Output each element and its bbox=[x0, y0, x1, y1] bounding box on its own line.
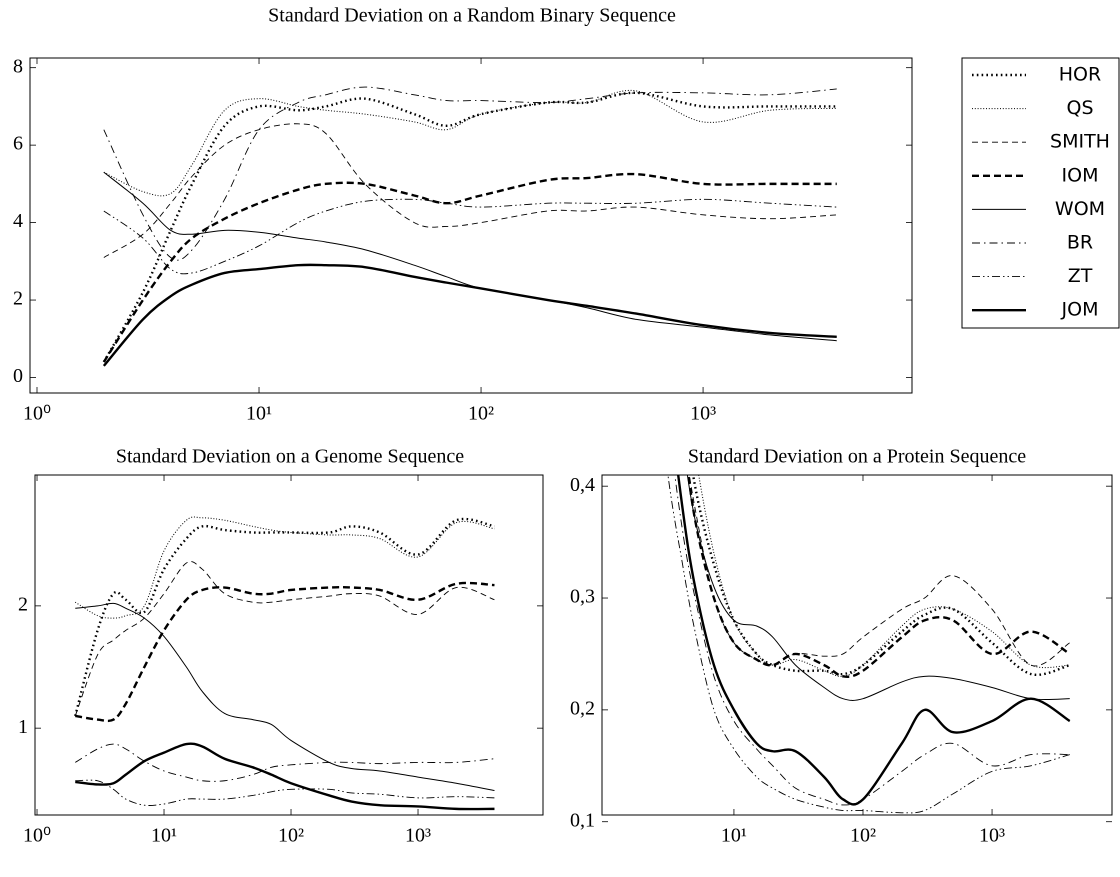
series-line bbox=[74, 561, 495, 717]
plot-frame bbox=[601, 474, 1113, 816]
plot-lines bbox=[74, 516, 495, 811]
series-line bbox=[698, 475, 1070, 677]
x-tick-label: 10¹ bbox=[246, 403, 272, 425]
series-line bbox=[102, 91, 837, 363]
legend-label: JOM bbox=[1061, 299, 1099, 321]
series-line bbox=[103, 171, 837, 342]
series-line bbox=[75, 743, 495, 782]
series-line bbox=[676, 475, 1071, 806]
legend-label: QS bbox=[1066, 97, 1093, 119]
y-tick-label: 8 bbox=[13, 55, 23, 77]
plot-lines bbox=[102, 86, 837, 367]
chart-title: Standard Deviation on a Protein Sequence bbox=[688, 446, 1026, 468]
x-tick-label: 10² bbox=[278, 825, 304, 847]
x-tick-label: 10¹ bbox=[721, 825, 747, 847]
y-tick-label: 4 bbox=[13, 210, 23, 232]
y-tick-label: 0 bbox=[13, 365, 23, 387]
plot-frame bbox=[29, 57, 913, 394]
chart-title: Standard Deviation on a Random Binary Se… bbox=[268, 5, 676, 27]
y-tick-label: 0,2 bbox=[570, 697, 595, 719]
legend-label: HOR bbox=[1059, 64, 1101, 86]
y-tick-label: 0,3 bbox=[570, 586, 595, 608]
series-line bbox=[667, 475, 1070, 814]
series-line bbox=[674, 475, 1070, 806]
y-tick-label: 2 bbox=[13, 288, 23, 310]
series-line bbox=[687, 475, 1071, 678]
series-line bbox=[103, 86, 837, 261]
x-tick-label: 10³ bbox=[979, 825, 1005, 847]
x-tick-label: 10¹ bbox=[151, 825, 177, 847]
x-tick-label: 10³ bbox=[690, 403, 716, 425]
series-line bbox=[103, 123, 837, 258]
series-line bbox=[102, 172, 837, 363]
legend-label: SMITH bbox=[1050, 131, 1110, 153]
x-tick-label: 10³ bbox=[405, 825, 431, 847]
y-tick-label: 0,1 bbox=[570, 809, 595, 831]
plot-frame bbox=[34, 474, 544, 816]
chart-title: Standard Deviation on a Genome Sequence bbox=[116, 446, 464, 468]
series-line bbox=[75, 742, 495, 811]
legend-label: WOM bbox=[1055, 198, 1105, 220]
series-line bbox=[686, 475, 1070, 701]
plot-lines bbox=[667, 475, 1071, 814]
series-line bbox=[75, 602, 495, 792]
legend-box bbox=[961, 57, 1120, 329]
x-tick-label: 10² bbox=[850, 825, 876, 847]
x-tick-label: 10⁰ bbox=[23, 403, 51, 425]
series-line bbox=[75, 581, 495, 723]
y-tick-label: 6 bbox=[13, 133, 23, 155]
series-line bbox=[102, 263, 837, 367]
legend-label: ZT bbox=[1068, 265, 1093, 287]
x-tick-label: 10² bbox=[468, 403, 494, 425]
legend-label: BR bbox=[1067, 232, 1093, 254]
series-line bbox=[103, 198, 837, 275]
series-line bbox=[75, 779, 495, 806]
y-tick-label: 0,4 bbox=[570, 474, 595, 496]
series-line bbox=[74, 516, 495, 619]
legend-label: IOM bbox=[1062, 164, 1099, 186]
series-line bbox=[74, 517, 495, 717]
y-tick-label: 2 bbox=[18, 593, 28, 615]
y-tick-label: 1 bbox=[18, 716, 28, 738]
x-tick-label: 10⁰ bbox=[23, 825, 51, 847]
